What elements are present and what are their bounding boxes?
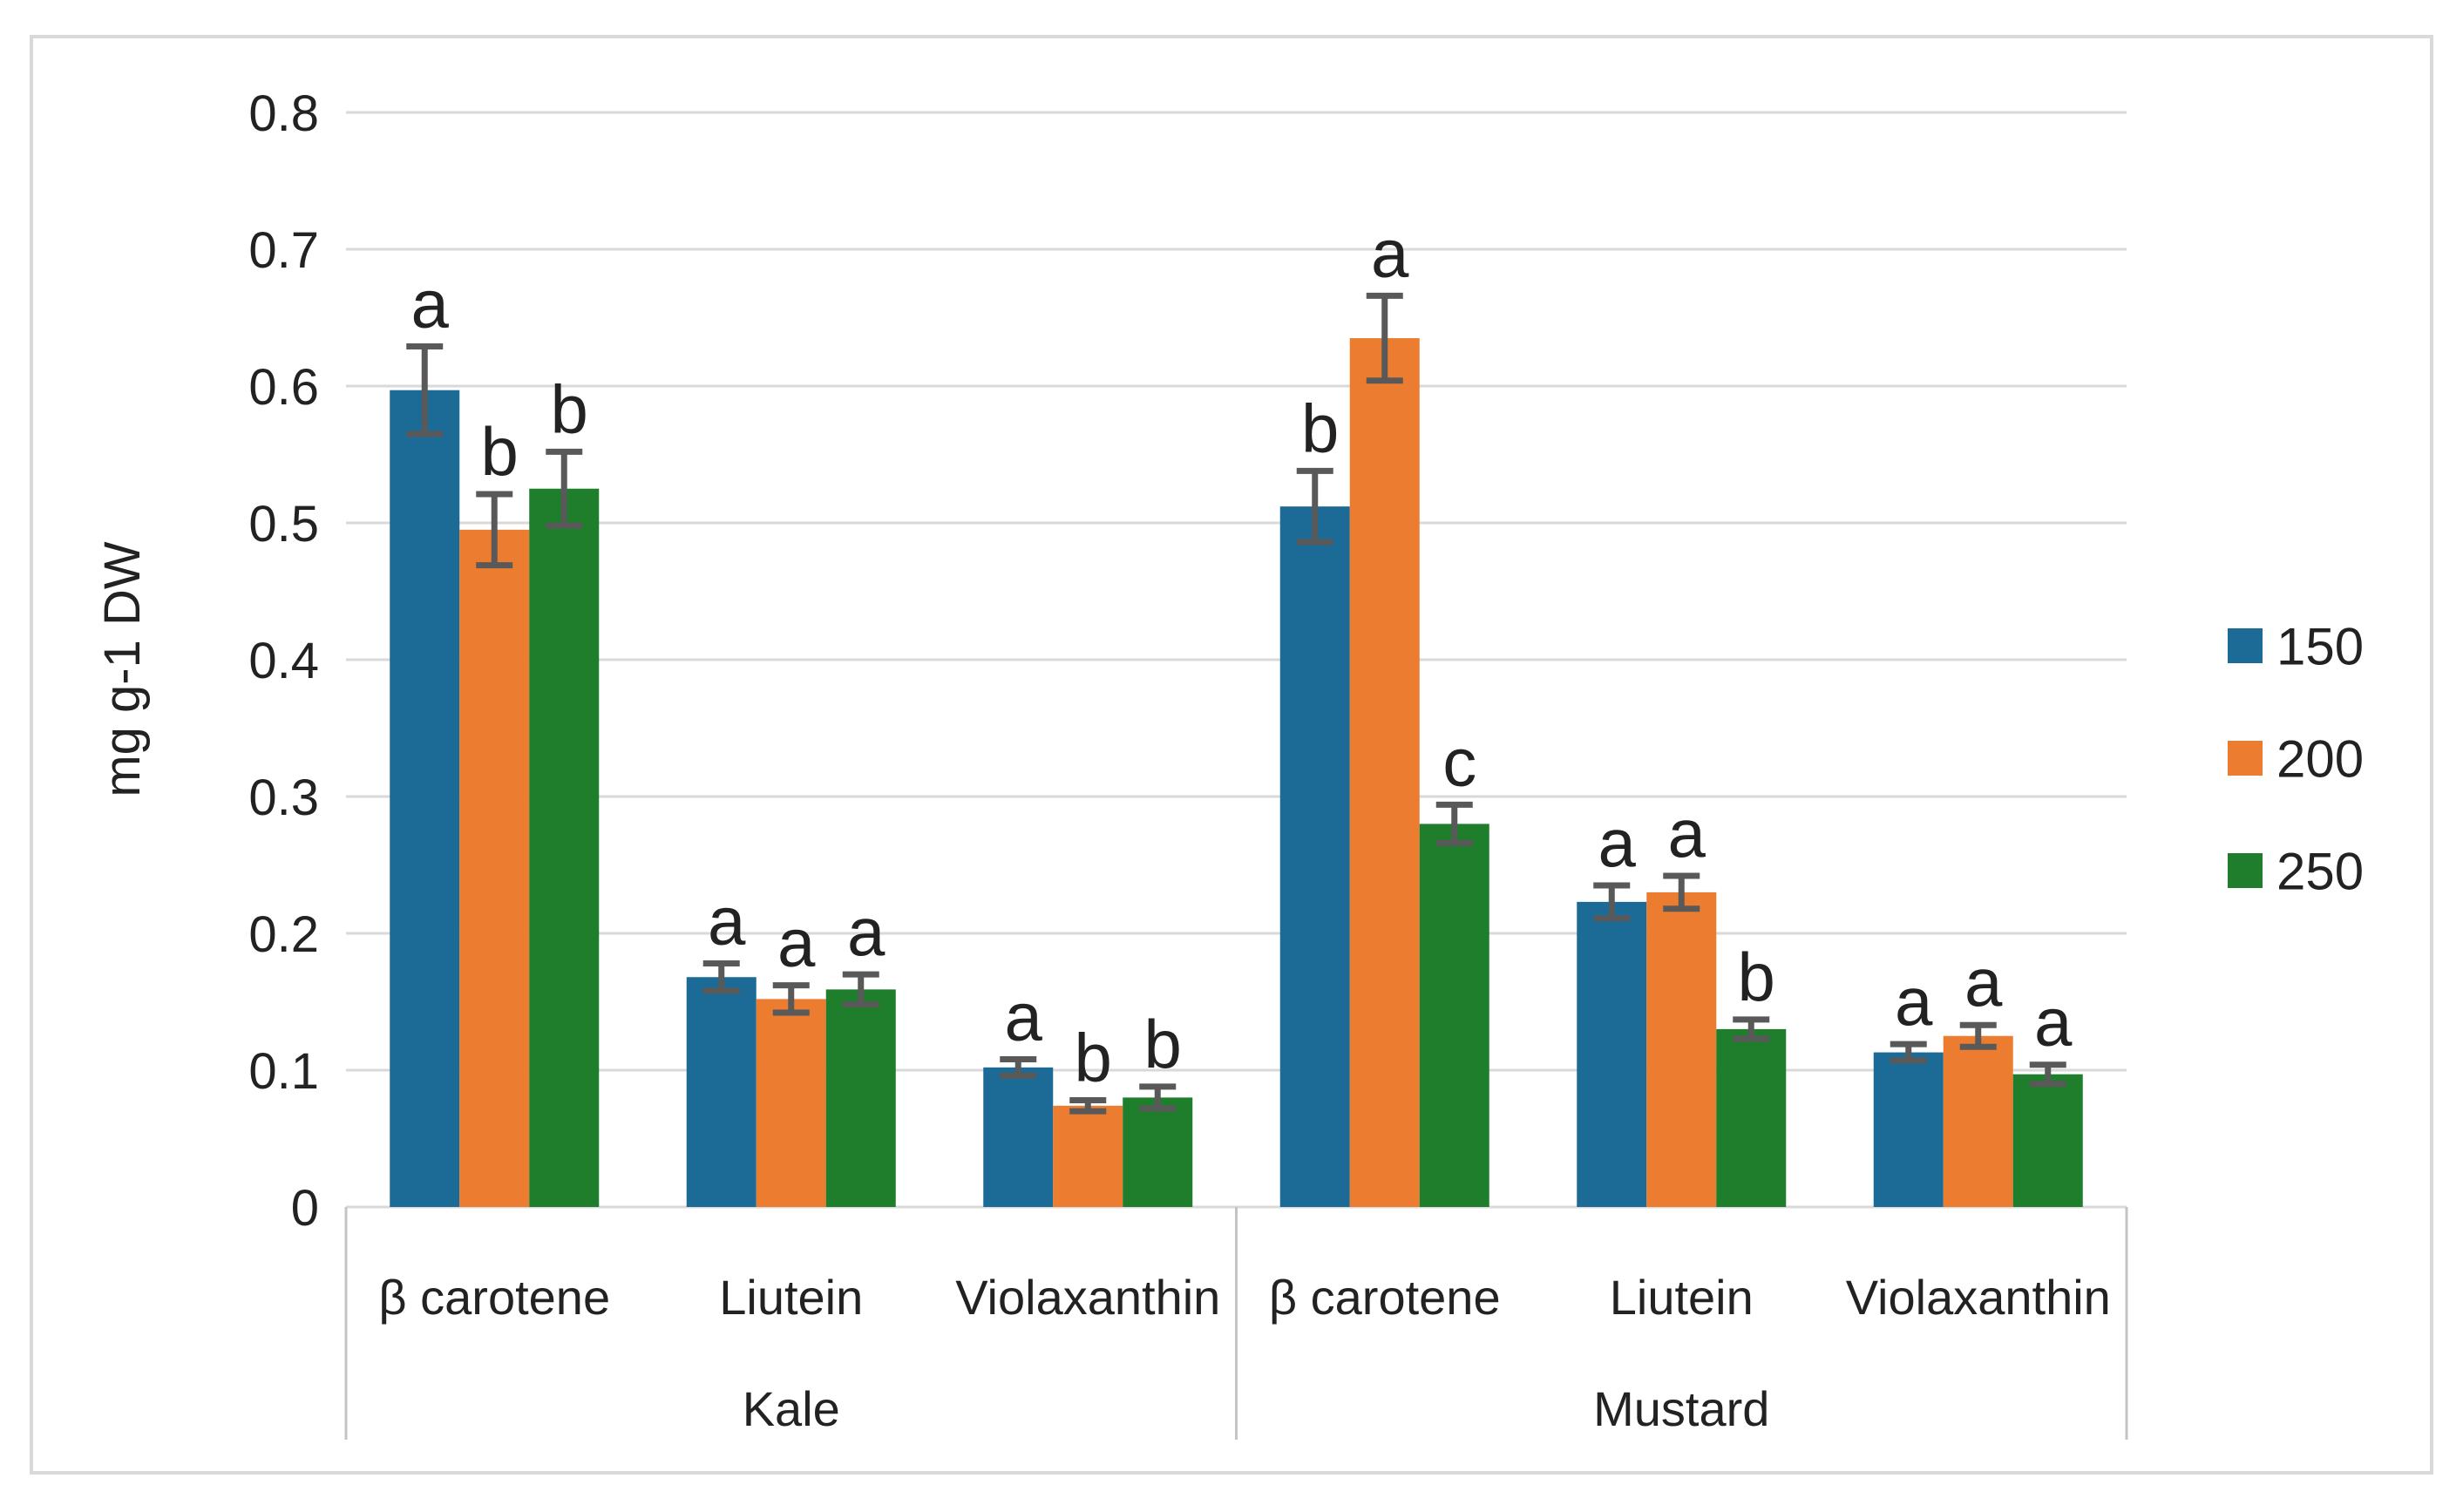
y-tick-label: 0.3 bbox=[248, 770, 319, 826]
bar bbox=[390, 390, 460, 1208]
bar bbox=[459, 529, 530, 1207]
bar bbox=[1419, 824, 1489, 1207]
significance-letter: a bbox=[708, 883, 746, 959]
significance-letter: b bbox=[1738, 939, 1775, 1015]
significance-letter: a bbox=[1668, 795, 1706, 871]
category-label: Violaxanthin bbox=[1846, 1270, 2111, 1325]
bar bbox=[1123, 1097, 1193, 1207]
bar bbox=[983, 1067, 1054, 1207]
category-label: β carotene bbox=[378, 1270, 610, 1325]
y-axis-title: mg g-1 DW bbox=[94, 541, 151, 797]
significance-letter: a bbox=[1005, 978, 1043, 1054]
bar bbox=[1577, 901, 1647, 1207]
bar bbox=[529, 488, 600, 1207]
y-tick-label: 0.8 bbox=[248, 85, 319, 142]
y-tick-label: 0.4 bbox=[248, 633, 319, 689]
legend-swatch bbox=[2228, 741, 2263, 776]
y-tick-label: 0.1 bbox=[248, 1043, 319, 1100]
bar bbox=[1646, 892, 1717, 1207]
significance-letter: b bbox=[551, 370, 588, 447]
legend-label: 250 bbox=[2276, 843, 2364, 901]
legend-label: 200 bbox=[2276, 730, 2364, 789]
category-label: Liutein bbox=[1610, 1270, 1754, 1325]
significance-letter: a bbox=[1371, 214, 1409, 291]
significance-letter: a bbox=[847, 893, 885, 970]
bar bbox=[1873, 1052, 1944, 1207]
y-tick-label: 0 bbox=[291, 1180, 319, 1237]
bar bbox=[1716, 1028, 1787, 1207]
bar bbox=[1053, 1105, 1123, 1207]
bar bbox=[825, 989, 896, 1207]
significance-letter: a bbox=[777, 905, 816, 981]
legend-swatch bbox=[2228, 853, 2263, 888]
bar bbox=[1943, 1035, 2013, 1207]
bar bbox=[1279, 506, 1350, 1207]
y-tick-label: 0.7 bbox=[248, 222, 319, 279]
group-label: Kale bbox=[743, 1381, 840, 1436]
bar bbox=[2012, 1074, 2083, 1207]
category-label: Violaxanthin bbox=[955, 1270, 1220, 1325]
group-label: Mustard bbox=[1593, 1381, 1769, 1436]
significance-letter: b bbox=[1144, 1006, 1182, 1082]
significance-letter: a bbox=[411, 265, 450, 342]
y-tick-label: 0.6 bbox=[248, 359, 319, 416]
bar bbox=[1349, 338, 1420, 1207]
significance-letter: a bbox=[1964, 944, 2003, 1020]
significance-letter: c bbox=[1442, 723, 1476, 800]
legend-swatch bbox=[2228, 628, 2263, 663]
legend-label: 150 bbox=[2276, 618, 2364, 676]
bar bbox=[686, 977, 757, 1207]
significance-letter: b bbox=[481, 413, 519, 490]
category-label: β carotene bbox=[1269, 1270, 1501, 1325]
bar bbox=[756, 999, 826, 1207]
y-tick-label: 0.2 bbox=[248, 906, 319, 963]
significance-letter: b bbox=[1301, 390, 1339, 466]
significance-letter: a bbox=[1598, 804, 1637, 881]
significance-letter: a bbox=[2034, 984, 2073, 1061]
significance-letter: a bbox=[1895, 963, 1933, 1040]
y-tick-label: 0.5 bbox=[248, 496, 319, 553]
category-label: Liutein bbox=[719, 1270, 863, 1325]
significance-letter: b bbox=[1075, 1020, 1112, 1096]
